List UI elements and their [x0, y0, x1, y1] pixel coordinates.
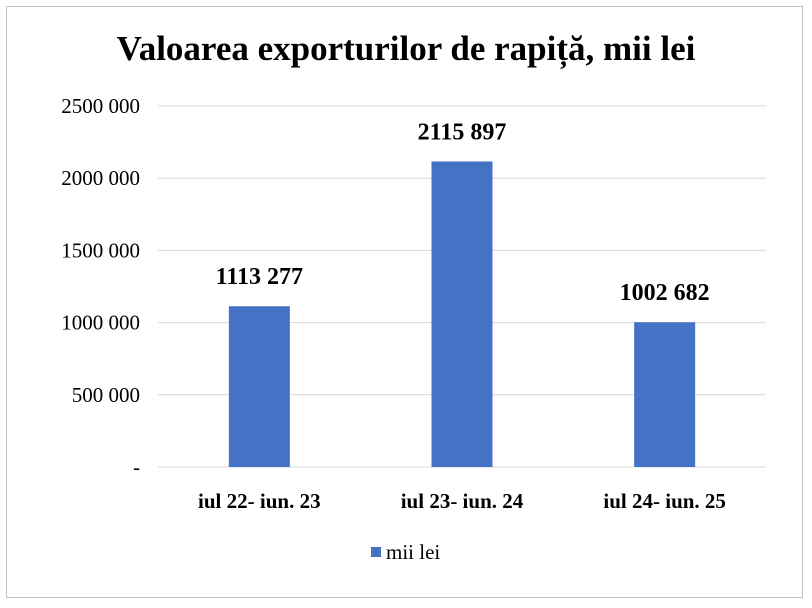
data-label: 1113 277 [216, 264, 303, 290]
data-label: 1002 682 [620, 280, 710, 306]
chart-frame [6, 6, 803, 598]
x-axis-ticks: iul 22- iun. 23 iul 23- iun. 24 iul 24- iu… [198, 489, 726, 513]
legend-swatch [371, 547, 381, 557]
data-label: 2115 897 [418, 119, 507, 145]
y-axis-ticks: - 500 000 1000 000 1500 000 2000 000 2500 000 [61, 94, 140, 479]
legend: mii lei [371, 540, 440, 564]
bar [228, 306, 290, 467]
x-tick-label: iul 22- iun. 23 [198, 489, 321, 513]
y-tick-label: - [133, 455, 140, 479]
bars [228, 161, 696, 467]
bar [634, 322, 696, 467]
y-tick-label: 1000 000 [61, 311, 140, 335]
data-labels: 1113 277 2115 897 1002 682 [216, 119, 710, 306]
y-tick-label: 1500 000 [61, 238, 140, 262]
y-tick-label: 2500 000 [61, 94, 140, 118]
x-tick-label: iul 23- iun. 24 [401, 489, 524, 513]
bar [431, 161, 493, 467]
x-tick-label: iul 24- iun. 25 [603, 489, 726, 513]
chart-title: Valoarea exporturilor de rapiță, mii lei [117, 29, 696, 69]
y-tick-label: 500 000 [72, 383, 140, 407]
legend-label: mii lei [386, 540, 440, 564]
y-tick-label: 2000 000 [61, 166, 140, 190]
